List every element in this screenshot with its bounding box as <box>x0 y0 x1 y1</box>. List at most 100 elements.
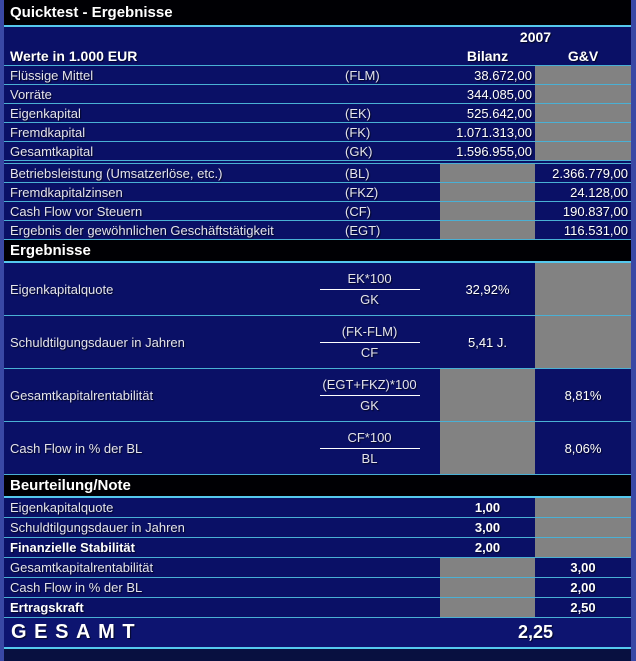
table-row-gesamtkapital: Gesamtkapital (GK) 1.596.955,00 <box>4 142 631 161</box>
ratio-result-cell: 8,81% <box>564 387 602 403</box>
bilanz-value-cell[interactable]: 1.071.313,00 <box>456 124 532 140</box>
note-label: Cash Flow in % der BL <box>10 580 143 595</box>
row-label: Vorräte <box>10 86 52 102</box>
formula-numerator: CF*100 <box>347 430 392 445</box>
ratio-formula: (EGT+FKZ)*100 GK <box>299 369 440 421</box>
formula-numerator: (FK-FLM) <box>341 324 398 339</box>
blocked-cell <box>535 104 631 122</box>
formula-denominator: GK <box>360 292 379 307</box>
formula-numerator: (EGT+FKZ)*100 <box>322 377 417 392</box>
note-value-cell: 2,00 <box>474 540 501 555</box>
table-row-eigenkapital: Eigenkapital (EK) 525.642,00 <box>4 104 631 123</box>
note-row-ertragskraft: Ertragskraft 2,50 <box>4 598 631 618</box>
ratio-result-cell: 8,06% <box>564 440 602 456</box>
row-code: (FK) <box>345 124 371 140</box>
row-code <box>340 85 440 103</box>
unit-label: Werte in 1.000 EUR <box>10 47 138 64</box>
formula-denominator: BL <box>361 451 378 466</box>
blocked-cell <box>440 183 535 201</box>
column-titles-row: Werte in 1.000 EUR Bilanz G&V <box>4 46 631 65</box>
row-label: Flüssige Mittel <box>10 67 94 83</box>
blocked-cell <box>535 66 631 84</box>
row-label: Ergebnis der gewöhnlichen Geschäftstätig… <box>10 222 274 238</box>
ratio-label: Gesamtkapitalrentabilität <box>10 387 154 403</box>
blocked-cell <box>535 263 631 315</box>
fraction-bar <box>319 448 420 449</box>
gv-value-cell[interactable]: 190.837,00 <box>562 203 628 219</box>
gesamt-row: GESAMT 2,25 <box>4 618 631 649</box>
formula-denominator: CF <box>360 345 379 360</box>
report-title-bar: Quicktest - Ergebnisse <box>4 0 631 27</box>
table-row-vorraete: Vorräte 344.085,00 <box>4 85 631 104</box>
table-row-cashflow-vor-steuern: Cash Flow vor Steuern (CF) 190.837,00 <box>4 202 631 221</box>
note-label: Eigenkapitalquote <box>10 500 114 515</box>
report-title: Quicktest - Ergebnisse <box>10 4 173 21</box>
table-row-betriebsleistung: Betriebsleistung (Umsatzerlöse, etc.) (B… <box>4 164 631 183</box>
blocked-cell <box>535 123 631 141</box>
formula-numerator: EK*100 <box>347 271 392 286</box>
section-title: Ergebnisse <box>10 242 91 259</box>
year-header: 2007 <box>519 28 552 45</box>
blocked-cell <box>535 85 631 103</box>
ratio-formula: EK*100 GK <box>299 263 440 315</box>
blocked-cell <box>535 498 631 517</box>
bilanz-value-cell[interactable]: 1.596.955,00 <box>456 143 532 159</box>
double-separator <box>4 161 631 164</box>
note-label: Schuldtilgungsdauer in Jahren <box>10 520 185 535</box>
blocked-cell <box>440 578 535 597</box>
row-label: Betriebsleistung (Umsatzerlöse, etc.) <box>10 165 223 181</box>
ratio-block-gesamtkapitalrentabilitaet: Gesamtkapitalrentabilität (EGT+FKZ)*100 … <box>4 369 631 422</box>
row-label: Gesamtkapital <box>10 143 94 159</box>
table-row-fremdkapitalzinsen: Fremdkapitalzinsen (FKZ) 24.128,00 <box>4 183 631 202</box>
column-header-band: 2007 Werte in 1.000 EUR Bilanz G&V <box>4 27 631 66</box>
gv-value-cell[interactable]: 2.366.779,00 <box>552 165 628 181</box>
note-value-cell: 3,00 <box>570 560 596 575</box>
ratio-result-cell: 5,41 J. <box>467 334 508 350</box>
year-row: 2007 <box>4 27 631 46</box>
note-row-schuldtilgungsdauer: Schuldtilgungsdauer in Jahren 3,00 <box>4 518 631 538</box>
note-value-cell: 2,00 <box>570 580 596 595</box>
column-header-gv: G&V <box>567 47 599 64</box>
bilanz-value-cell[interactable]: 525.642,00 <box>466 105 532 121</box>
row-label: Fremdkapitalzinsen <box>10 184 123 200</box>
row-code: (BL) <box>345 165 370 181</box>
bilanz-value-cell[interactable]: 344.085,00 <box>466 86 532 102</box>
ratio-label: Schuldtilgungsdauer in Jahren <box>10 334 185 350</box>
ratio-block-cashflow-prozent-bl: Cash Flow in % der BL CF*100 BL 8,06% <box>4 422 631 475</box>
blocked-cell <box>535 316 631 368</box>
note-value-cell: 3,00 <box>474 520 501 535</box>
blocked-cell <box>535 142 631 160</box>
row-label: Eigenkapital <box>10 105 81 121</box>
blocked-cell <box>440 221 535 239</box>
gesamt-label: GESAMT <box>11 621 143 643</box>
row-code: (CF) <box>345 203 371 219</box>
note-label: Finanzielle Stabilität <box>10 540 135 555</box>
gv-value-cell[interactable]: 116.531,00 <box>563 222 628 238</box>
fraction-bar <box>319 342 420 343</box>
row-label: Cash Flow vor Steuern <box>10 203 143 219</box>
fraction-bar <box>319 289 420 290</box>
blocked-cell <box>440 202 535 220</box>
row-code: (FKZ) <box>345 184 379 200</box>
blocked-cell <box>440 422 535 474</box>
ratio-result-cell: 32,92% <box>465 281 510 297</box>
table-row-fluessige-mittel: Flüssige Mittel (FLM) 38.672,00 <box>4 66 631 85</box>
section-header-beurteilung: Beurteilung/Note <box>4 475 631 498</box>
formula-denominator: GK <box>360 398 379 413</box>
row-code: (EGT) <box>345 222 381 238</box>
ratio-label: Eigenkapitalquote <box>10 281 114 297</box>
bilanz-value-cell[interactable]: 38.672,00 <box>474 67 532 83</box>
gv-value-cell[interactable]: 24.128,00 <box>570 184 628 200</box>
row-code: (GK) <box>345 143 373 159</box>
note-value-cell: 2,50 <box>570 600 596 615</box>
note-label: Ertragskraft <box>10 600 84 615</box>
blocked-cell <box>440 369 535 421</box>
fraction-bar <box>319 395 420 396</box>
row-code: (FLM) <box>345 67 380 83</box>
blocked-cell <box>440 164 535 182</box>
blocked-cell <box>440 558 535 577</box>
blocked-cell <box>535 518 631 537</box>
blocked-cell <box>535 538 631 557</box>
ratio-formula: (FK-FLM) CF <box>299 316 440 368</box>
